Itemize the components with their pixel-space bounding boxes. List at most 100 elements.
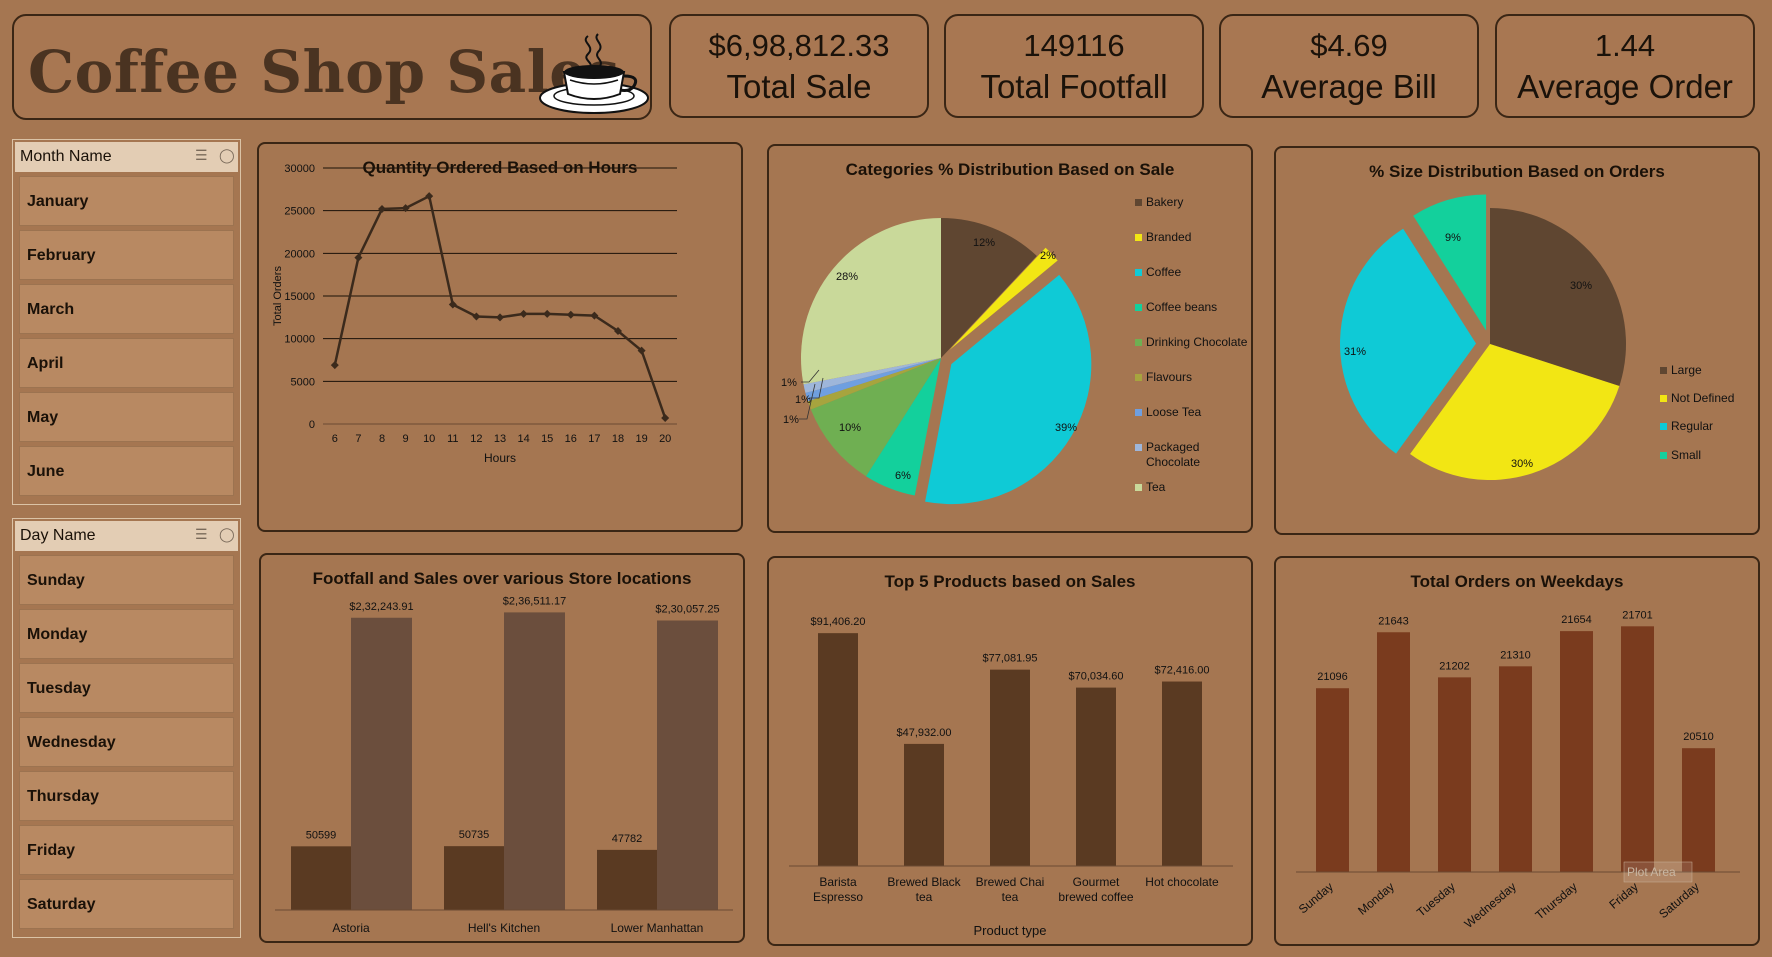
slicer-item-january[interactable]: January [19,176,234,226]
slicer-item-march[interactable]: March [19,284,234,334]
x-tick-label: Gourmet [1073,875,1120,889]
bar-data-label: 21096 [1317,671,1348,683]
pie-data-label: 9% [1445,232,1461,244]
slicer-item-label: June [27,463,65,480]
x-tick-label: 9 [403,433,409,445]
pie-data-label: 1% [795,394,811,406]
y-tick-label: 25000 [284,206,315,218]
bar-data-label: $47,932.00 [896,727,951,739]
legend-label: Loose Tea [1146,405,1201,419]
kpi-value: $6,98,812.33 [708,28,890,63]
slicer-item-label: Wednesday [27,734,116,751]
x-tick-label: tea [916,890,933,904]
x-tick-label: 6 [332,433,338,445]
pie-slice [941,218,1037,358]
slicer-item-february[interactable]: February [19,230,234,280]
x-tick-label: Saturday [1656,880,1702,922]
legend-label: Large [1671,363,1702,377]
legend-label: Packaged [1146,440,1199,454]
pie-slice [925,274,1092,505]
chart-title: Top 5 Products based on Sales [884,572,1136,591]
slicer-item-may[interactable]: May [19,392,234,442]
x-tick-label: tea [1002,890,1019,904]
slicer-item-wednesday[interactable]: Wednesday [19,717,234,767]
slicer-item-april[interactable]: April [19,338,234,388]
pie-slice [1410,344,1620,480]
x-tick-label: brewed coffee [1058,890,1133,904]
data-point [354,253,363,262]
pie-data-label: 30% [1511,458,1533,470]
bar-data-label: $77,081.95 [982,653,1037,665]
slicer-item-label: February [27,247,96,264]
coffee-cup-icon [539,33,649,114]
legend-swatch [1135,374,1142,381]
slicer-item-label: April [27,355,64,372]
legend-swatch [1135,484,1142,491]
kpi-average-bill: $4.69 Average Bill [1219,14,1479,118]
top-products-bar-chart: $91,406.20 $47,932.00 $77,081.95 $70,034.60… [789,616,1233,938]
leader-line [809,377,824,399]
sales-bar [351,617,412,910]
slicer-item-june[interactable]: June [19,446,234,496]
pie-data-label: 39% [1055,422,1077,434]
slicer-item-thursday[interactable]: Thursday [19,771,234,821]
x-axis-label: Hours [484,451,516,465]
month-slicer-header: Month Name ☰ ◯ [15,142,238,172]
chart-title: % Size Distribution Based on Orders [1369,162,1665,181]
x-tick-label: Astoria [332,921,370,935]
legend-label: Tea [1146,480,1166,494]
pie-data-label: 1% [781,377,797,389]
legend-swatch [1135,304,1142,311]
slicer-item-monday[interactable]: Monday [19,609,234,659]
legend-label: Bakery [1146,195,1183,209]
data-point [472,312,481,321]
slicer-item-label: Tuesday [27,680,91,697]
clear-filter-icon[interactable]: ◯ [219,526,235,542]
product-bar [818,633,858,866]
size-pie-chart: 30% 30% 31% 9% Large Not Defined Regular Small [1340,194,1734,480]
multi-select-icon[interactable]: ☰ [195,526,208,542]
product-bar [990,669,1030,866]
slicer-item-saturday[interactable]: Saturday [19,879,234,929]
kpi-average-order: 1.44 Average Order [1495,14,1755,118]
slicer-item-tuesday[interactable]: Tuesday [19,663,234,713]
pie-slice [865,358,941,496]
legend-label: Coffee beans [1146,300,1217,314]
data-point [378,204,386,213]
x-tick-label: 18 [612,433,624,445]
footfall-bar [597,849,657,910]
data-point [590,311,599,320]
kpi-label: Average Bill [1261,68,1437,105]
legend-label: Regular [1671,419,1713,433]
weekday-bar [1682,748,1715,872]
legend-swatch [1660,395,1667,402]
y-tick-label: 5000 [291,376,315,388]
bar-data-label: $70,034.60 [1068,671,1123,683]
data-point [543,309,552,318]
store-location-bar-chart: 50599 50735 47782 $2,32,243.91 $2,36,511.17 $… [275,595,733,935]
multi-select-icon[interactable]: ☰ [195,147,208,163]
y-axis-label: Total Orders [272,266,284,326]
x-axis-label: Product type [974,923,1047,938]
x-tick-label: 7 [355,433,361,445]
pie-slice [805,358,941,402]
weekday-bar [1316,688,1349,872]
bar-data-label: 50599 [306,829,337,841]
slicer-item-sunday[interactable]: Sunday [19,555,234,605]
x-tick-label: 19 [635,433,647,445]
clear-filter-icon[interactable]: ◯ [219,147,235,163]
bar-data-label: 47782 [612,833,643,845]
x-tick-label: Wednesday [1462,880,1519,931]
y-tick-label: 30000 [284,163,315,175]
weekday-bar [1377,632,1410,872]
slicer-item-friday[interactable]: Friday [19,825,234,875]
y-tick-label: 15000 [284,291,315,303]
day-slicer-title: Day Name [20,527,96,544]
line-series [333,194,667,419]
legend-label: Coffee [1146,265,1181,279]
x-tick-label: Espresso [813,890,863,904]
footfall-bar [444,846,504,910]
hours-line-chart-panel: Quantity Ordered Based on Hours 0 5000 100… [257,142,743,532]
size-pie-chart-panel: % Size Distribution Based on Orders 30% 3… [1274,146,1760,535]
x-tick-label: Thursday [1533,880,1580,923]
